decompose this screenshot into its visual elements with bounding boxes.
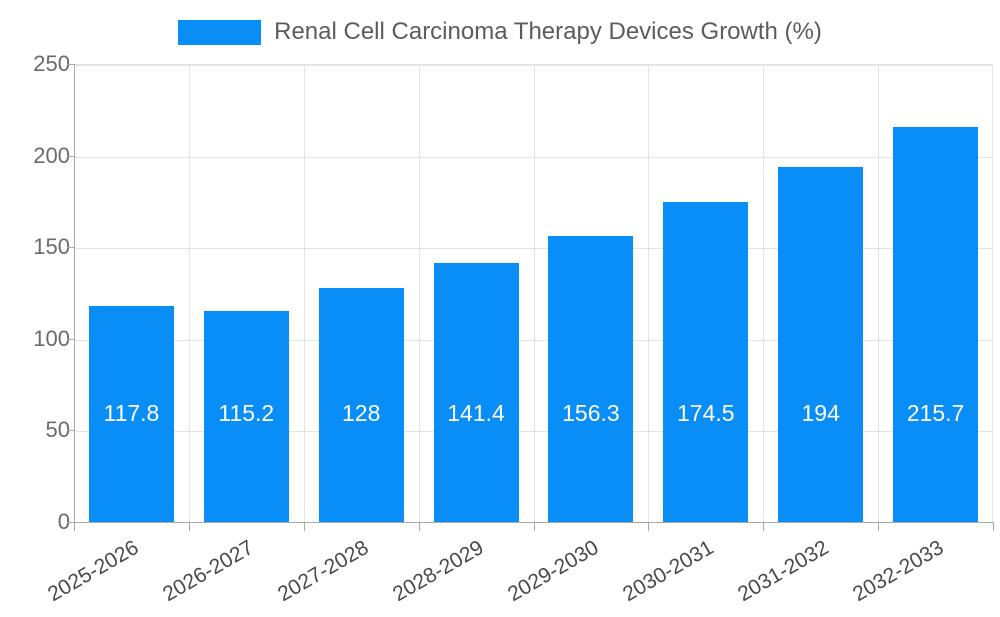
gridline-horizontal [74, 248, 992, 250]
bar[interactable]: 128 [318, 287, 404, 522]
plot-area: 117.8 115.2 128 141.4 156.3 174.5 194 215.7 [74, 64, 993, 522]
y-axis-tick-mark [67, 64, 75, 65]
x-axis-tick-mark [533, 522, 535, 531]
x-axis-tick-label: 2031-2032 [733, 536, 833, 607]
x-axis-tick-mark [763, 522, 765, 531]
bar[interactable]: 117.8 [88, 306, 174, 522]
gridline-vertical [533, 65, 535, 522]
y-axis-tick-mark [67, 247, 75, 249]
gridline-vertical [418, 65, 420, 522]
bar[interactable]: 115.2 [203, 310, 289, 522]
y-axis-tick-mark [67, 522, 75, 523]
x-axis-tick-label: 2028-2029 [389, 536, 488, 607]
bar-value-label: 194 [801, 400, 840, 426]
x-axis-tick-mark [303, 522, 305, 531]
bar[interactable]: 215.7 [893, 126, 979, 522]
bar-value-label: 115.2 [218, 400, 275, 426]
x-axis-tick-label: 2029-2030 [503, 536, 603, 607]
y-axis-tick-label: 100 [33, 325, 70, 351]
gridline-horizontal [74, 431, 992, 433]
x-axis-tick-mark [74, 522, 75, 531]
bar-value-label: 215.7 [906, 400, 965, 426]
y-axis-tick-mark [67, 155, 75, 157]
gridline-horizontal [74, 339, 992, 341]
gridline-vertical [303, 65, 305, 522]
y-axis-tick-label: 50 [45, 417, 70, 443]
bar[interactable]: 194 [778, 166, 864, 522]
y-axis-tick-label: 0 [57, 509, 70, 534]
bar-value-label: 117.8 [103, 400, 160, 426]
bar[interactable]: 141.4 [433, 262, 519, 522]
x-axis-tick-label: 2026-2027 [159, 536, 258, 607]
x-axis-tick-mark [878, 522, 880, 531]
legend-label: Renal Cell Carcinoma Therapy Devices Gro… [274, 18, 822, 45]
bar-value-label: 141.4 [447, 400, 505, 426]
bar-value-label: 174.5 [677, 400, 735, 426]
y-axis-tick-mark [67, 430, 75, 432]
bar-chart: Renal Cell Carcinoma Therapy Devices Gro… [0, 14, 1000, 607]
gridline-horizontal [74, 65, 992, 66]
chart-legend: Renal Cell Carcinoma Therapy Devices Gro… [0, 14, 1000, 50]
x-axis-tick-mark [188, 522, 190, 531]
bar-value-label: 156.3 [562, 400, 620, 426]
gridline-vertical [763, 65, 765, 522]
y-axis-tick-label: 150 [33, 234, 70, 260]
x-axis-tick-label: 2027-2028 [274, 536, 373, 607]
y-axis-line [74, 64, 75, 523]
y-axis-tick-label: 250 [33, 51, 70, 76]
gridline-vertical [878, 65, 880, 522]
x-axis-tick-label: 2030-2031 [618, 536, 718, 607]
bar[interactable]: 174.5 [663, 202, 749, 522]
y-axis-tick-label: 200 [33, 142, 70, 168]
legend-item-renal-cell-carcinoma[interactable]: Renal Cell Carcinoma Therapy Devices Gro… [178, 18, 822, 45]
x-axis-tick-mark [418, 522, 420, 531]
gridline-vertical [188, 65, 190, 522]
x-axis-tick-label: 2025-2026 [44, 536, 143, 607]
x-axis-tick-mark [648, 522, 650, 531]
y-axis-tick-mark [67, 338, 75, 340]
gridline-vertical [648, 65, 650, 522]
legend-color-swatch-icon [178, 19, 262, 45]
bar-value-label: 128 [341, 400, 381, 426]
x-axis-tick-label: 2032-2033 [848, 536, 948, 607]
gridline-horizontal [74, 156, 992, 158]
bar[interactable]: 156.3 [548, 235, 634, 522]
x-axis-tick-mark [993, 522, 994, 531]
